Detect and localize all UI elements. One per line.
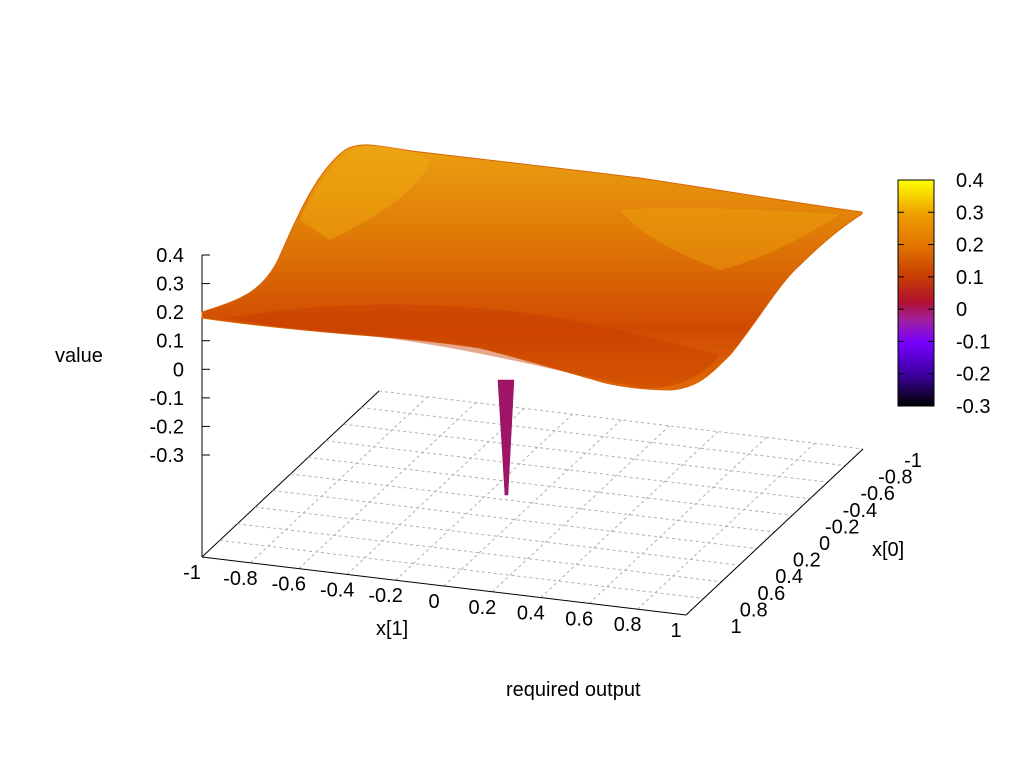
z-axis-label: value bbox=[55, 345, 103, 367]
surface-trough bbox=[230, 304, 720, 389]
x-axis-ticks: -1 -0.8 -0.6 -0.4 -0.2 0 0.2 0.4 0.6 0.8 1 bbox=[183, 562, 681, 642]
z-tick-label: -0.1 bbox=[150, 388, 184, 410]
y-tick-label: 0.4 bbox=[775, 566, 803, 588]
colorbar-ticks: 0.4 0.3 0.2 0.1 0 -0.1 -0.2 -0.3 bbox=[898, 170, 990, 418]
x-tick-label: -1 bbox=[183, 562, 201, 584]
y-tick-label: 0.6 bbox=[757, 583, 785, 605]
colorbar-tick-label: 0.2 bbox=[956, 235, 984, 257]
grid-line-x bbox=[540, 431, 719, 598]
grid-line-x bbox=[492, 425, 670, 593]
x-tick-label: 0.8 bbox=[614, 614, 642, 636]
caption: required output bbox=[506, 679, 641, 701]
z-tick-label: -0.3 bbox=[150, 445, 184, 467]
surface-ridge-left bbox=[300, 145, 430, 240]
colorbar bbox=[897, 179, 935, 407]
y-tick-label: -1 bbox=[904, 450, 922, 472]
y-axis-ticks: -1-0.8-0.6-0.4-0.200.20.40.60.81 bbox=[730, 450, 921, 638]
grid-line-x bbox=[443, 419, 622, 587]
x-tick-label: 0.4 bbox=[517, 603, 545, 625]
colorbar-tick-label: -0.3 bbox=[956, 396, 990, 418]
y-tick-label: -0.6 bbox=[860, 483, 894, 505]
grid-line-y bbox=[201, 556, 687, 616]
colorbar-tick-label: -0.2 bbox=[956, 364, 990, 386]
colorbar-tick-label: -0.1 bbox=[956, 331, 990, 353]
y-axis-label: x[0] bbox=[872, 539, 904, 561]
x-tick-label: 1 bbox=[670, 620, 681, 642]
z-tick-label: 0.4 bbox=[156, 245, 184, 267]
x-tick-label: 0 bbox=[428, 591, 439, 613]
z-axis-ticks: 0.4 0.3 0.2 0.1 0 -0.1 -0.2 -0.3 bbox=[150, 245, 210, 467]
colorbar-tick-label: 0.3 bbox=[956, 202, 984, 224]
colorbar-tick-label: 0.1 bbox=[956, 267, 984, 289]
grid-line-x bbox=[637, 442, 815, 610]
surface-spike bbox=[497, 379, 515, 496]
x-tick-label: -0.8 bbox=[223, 568, 257, 590]
z-tick-label: 0.2 bbox=[156, 302, 184, 324]
z-tick-label: 0.1 bbox=[156, 331, 184, 353]
y-tick-label: 1 bbox=[730, 616, 741, 638]
floor-edge-right bbox=[685, 448, 864, 616]
y-tick-label: 0.2 bbox=[793, 550, 821, 572]
z-tick-label: 0 bbox=[173, 359, 184, 381]
surface-body bbox=[201, 144, 863, 391]
x-axis-label: x[1] bbox=[376, 618, 408, 640]
surface bbox=[201, 144, 863, 391]
colorbar-tick-label: 0.4 bbox=[956, 170, 984, 192]
floor-grid bbox=[201, 390, 864, 616]
y-tick-label: 0 bbox=[819, 533, 830, 555]
x-tick-label: -0.6 bbox=[272, 574, 306, 596]
x-tick-label: -0.2 bbox=[368, 585, 402, 607]
y-tick-label: -0.2 bbox=[825, 516, 859, 538]
z-tick-label: 0.3 bbox=[156, 274, 184, 296]
z-tick-label: -0.2 bbox=[150, 416, 184, 438]
x-tick-label: -0.4 bbox=[320, 579, 354, 601]
x-tick-label: 0.6 bbox=[565, 608, 593, 630]
colorbar-tick-label: 0 bbox=[956, 299, 967, 321]
y-tick-label: -0.8 bbox=[878, 467, 912, 489]
grid-line-x bbox=[588, 437, 767, 604]
surface-ridge-right bbox=[620, 207, 840, 270]
x-tick-label: 0.2 bbox=[468, 597, 496, 619]
y-tick-label: -0.4 bbox=[843, 500, 877, 522]
y-tick-label: 0.8 bbox=[740, 599, 768, 621]
